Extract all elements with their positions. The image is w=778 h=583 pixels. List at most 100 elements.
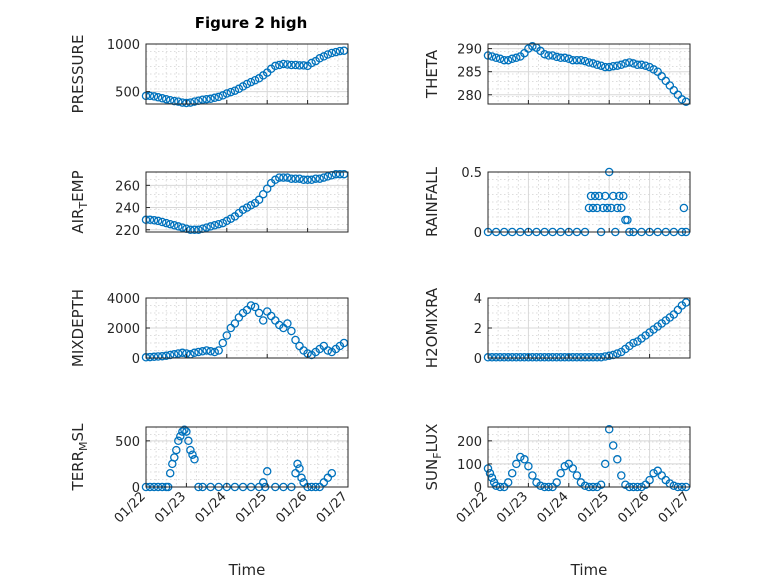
- data-point: [588, 59, 598, 68]
- data-point: [258, 189, 268, 199]
- axes-box: [145, 171, 349, 233]
- data-point: [176, 431, 185, 441]
- data-point: [619, 191, 628, 201]
- y-axis-label: MIXDEPTH: [69, 289, 87, 367]
- y-axis-label: TERRMSL: [69, 423, 90, 492]
- x-tick-label: 01/23: [494, 489, 531, 526]
- data-point: [592, 203, 602, 213]
- subplot-1: 500 1000 PRESSURE: [69, 35, 349, 113]
- data-point: [564, 353, 574, 362]
- y-tick-label: 0.5: [461, 166, 482, 181]
- data-point: [568, 464, 578, 473]
- data-point: [222, 89, 232, 98]
- data-point: [499, 353, 509, 362]
- data-point: [669, 481, 679, 491]
- data-point: [186, 445, 195, 455]
- data-point: [262, 467, 272, 476]
- data-point: [657, 471, 666, 480]
- data-point: [572, 471, 582, 480]
- data-point: [206, 94, 215, 104]
- y-tick-label: 200: [457, 435, 482, 450]
- data-point: [580, 56, 590, 66]
- data-point: [608, 191, 618, 201]
- data-point: [485, 468, 495, 478]
- data-point: [669, 85, 679, 95]
- y-tick-label: 280: [457, 89, 482, 104]
- data-point: [556, 53, 565, 63]
- y-axis-label: H2OMIXRA: [423, 287, 441, 368]
- axes-box: [487, 43, 691, 105]
- data-point: [606, 203, 616, 213]
- data-point: [596, 480, 606, 489]
- data-point: [271, 61, 280, 71]
- data-point: [214, 92, 223, 102]
- subplot-7: 0 500 01/22 01/23 01/24 01/25 01/26 01/27 Time TE…: [69, 423, 351, 579]
- data-point: [226, 214, 236, 223]
- data-point: [153, 93, 163, 102]
- data-point: [540, 49, 549, 59]
- data-point: [491, 481, 501, 491]
- data-point: [594, 191, 604, 201]
- x-tick-label: 01/25: [233, 489, 270, 526]
- x-tick-label: 01/24: [535, 489, 572, 526]
- x-axis-label: Time: [570, 561, 608, 579]
- data-point: [194, 225, 203, 235]
- y-tick-label: 220: [115, 224, 140, 239]
- x-tick-label: 01/23: [152, 489, 189, 526]
- data-point: [552, 478, 561, 487]
- data-point: [556, 468, 565, 478]
- y-tick-label: 500: [115, 86, 140, 101]
- data-point: [295, 341, 304, 351]
- subplot-6: 0 2 4 H2OMIXRA: [423, 287, 691, 368]
- data-point: [258, 478, 268, 487]
- data-point: [165, 219, 175, 229]
- data-point: [613, 61, 622, 70]
- y-axis-label: RAINFALL: [423, 166, 441, 237]
- y-tick-label: 0: [474, 352, 482, 367]
- data-point: [161, 351, 171, 361]
- data-point: [649, 468, 658, 478]
- data-point: [206, 222, 215, 231]
- data-point: [588, 203, 598, 213]
- data-point: [202, 94, 211, 104]
- data-point: [157, 217, 167, 227]
- data-point: [661, 76, 671, 86]
- y-tick-label: 0: [474, 226, 482, 241]
- data-point: [617, 471, 626, 480]
- data-point: [331, 169, 341, 179]
- data-point: [528, 471, 537, 480]
- axes-box: [145, 426, 349, 488]
- data-point: [617, 203, 626, 213]
- data-point: [491, 353, 501, 362]
- data-point: [604, 62, 614, 72]
- data-point: [315, 174, 324, 183]
- figure-title: Figure 2 high: [195, 14, 308, 32]
- data-point: [552, 52, 561, 62]
- data-point: [218, 91, 228, 100]
- data-point: [250, 75, 260, 85]
- data-point: [613, 455, 622, 464]
- data-point: [202, 223, 211, 232]
- data-point: [586, 191, 596, 201]
- data-point: [172, 445, 181, 455]
- data-point: [291, 60, 300, 70]
- data-point: [250, 302, 260, 312]
- data-point: [536, 481, 545, 491]
- data-point: [564, 54, 574, 64]
- data-point: [279, 173, 288, 182]
- x-tick-label: 01/22: [454, 489, 491, 526]
- data-point: [584, 353, 594, 362]
- data-point: [297, 473, 306, 483]
- data-point: [548, 51, 557, 60]
- data-point: [629, 338, 638, 348]
- data-point: [161, 218, 171, 228]
- data-point: [149, 352, 159, 362]
- x-axis-label: Time: [228, 561, 266, 579]
- data-point: [572, 353, 582, 362]
- y-tick-label: 500: [115, 435, 140, 450]
- x-tick-label: 01/22: [112, 489, 149, 526]
- data-point: [331, 47, 341, 57]
- data-point: [556, 353, 565, 362]
- data-point: [590, 191, 600, 201]
